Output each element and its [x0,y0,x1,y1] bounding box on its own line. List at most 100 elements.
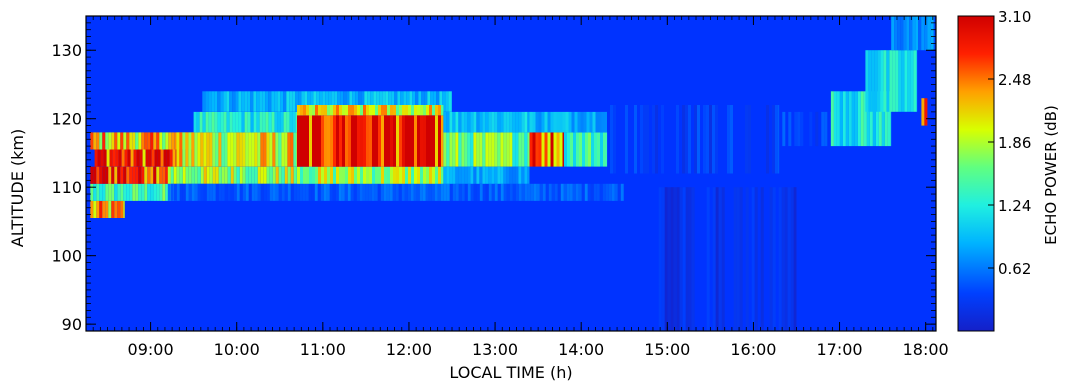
heatmap-cell [197,166,201,184]
colorbar-tick-label: 1.86 [998,134,1031,152]
heatmap-cell [259,111,263,133]
heatmap-cell [521,183,525,201]
heatmap-cell [581,183,585,201]
heatmap-cell [915,16,919,51]
heatmap-cell [458,166,462,184]
heatmap-cell [188,132,192,167]
heatmap-cell [179,132,183,167]
y-axis-minor-ticks [86,15,936,332]
heatmap-cell [425,183,429,201]
heatmap-cell [368,183,372,201]
heatmap-cell [250,111,254,133]
heatmap-cell [385,91,389,112]
heatmap-cell [421,91,425,112]
heatmap-cell [375,166,378,184]
heatmap-cell [530,183,534,201]
heatmap-cell [297,105,300,116]
heatmap-cell [521,166,525,184]
heatmap-cell [449,132,453,167]
heatmap-cell [324,115,327,167]
heatmap-cell [611,183,615,201]
heatmap-cell [916,50,918,112]
heatmap-cell [136,149,140,167]
heatmap-cell [754,187,758,331]
heatmap-cell [891,16,895,51]
heatmap-cell [658,187,662,331]
heatmap-cell [381,115,384,167]
heatmap-cell [369,115,372,167]
heatmap-cell [260,183,264,201]
heatmap-cell [105,132,109,150]
heatmap-cell [411,166,414,184]
heatmap-cell [336,166,339,184]
heatmap-cell [443,111,447,133]
heatmap-cell [436,91,440,112]
heatmap-cell [595,111,599,133]
heatmap-cell [833,91,837,147]
heatmap-cell [839,91,843,147]
heatmap-cell [304,91,308,112]
heatmap-cell [254,166,258,184]
heatmap-cell [697,105,700,174]
colorbar-tick-label: 1.24 [998,197,1031,215]
heatmap-cell [739,187,743,331]
heatmap-cell [429,166,432,184]
heatmap-cell [200,183,204,201]
heatmap-cell [281,183,285,201]
heatmap-cell [854,91,858,147]
heatmap-cell [906,16,910,51]
heatmap-cell [824,111,828,147]
x-axis-ticks: 09:00 10:00 11:00 12:00 13:00 14:00 15:00 16:00… [128,16,949,359]
heatmap-cell [426,166,429,184]
heatmap-cell [287,183,291,201]
heatmap-cell [715,187,719,331]
heatmap-cell [256,91,260,112]
heatmap-cell [147,183,151,201]
heatmap-cell [120,166,124,184]
heatmap-cells [90,16,935,331]
heatmap-cell [360,166,363,184]
heatmap-cell [479,166,483,184]
heatmap-cell [583,111,587,133]
heatmap-cell [176,183,180,201]
heatmap-cell [162,183,166,201]
heatmap-cell [559,111,563,133]
y-axis-ticks: 90 100 110 120 130 [51,41,936,334]
heatmap-cell [185,166,189,184]
heatmap-cell [199,111,203,133]
heatmap-cell [248,183,252,201]
heatmap-cell [399,166,402,184]
heatmap-cell [111,132,115,150]
heatmap-cell [138,132,142,150]
heatmap-cell [667,187,671,331]
heatmap-cell [247,91,251,112]
heatmap-cell [395,183,399,201]
heatmap-cell [685,105,688,174]
heatmap-cell [208,91,212,112]
heatmap-cell [162,132,166,150]
heatmap-cell [433,91,437,112]
heatmap-cell [212,183,216,201]
heatmap-cell [467,166,471,184]
heatmap-cell [257,166,261,184]
heatmap-cell [685,187,689,331]
x-tick-label: 09:00 [128,340,174,359]
heatmap-cell [372,115,375,167]
heatmap-cell [248,166,252,184]
heatmap-cell [327,105,330,116]
heatmap-cell [336,105,339,116]
heatmap-cell [410,183,414,201]
heatmap-cell [223,111,227,133]
heatmap-cell [527,183,531,201]
heatmap-cell [156,183,160,201]
heatmap-cell [424,91,428,112]
heatmap-cell [554,183,558,201]
heatmap-cell [319,91,323,112]
heatmap-cell [120,183,124,201]
heatmap-cell [271,91,275,112]
heatmap-cell [236,132,240,167]
heatmap-cell [562,132,564,167]
heatmap-cell [193,111,197,133]
heatmap-cell [182,132,186,167]
heatmap-cell [439,91,443,112]
